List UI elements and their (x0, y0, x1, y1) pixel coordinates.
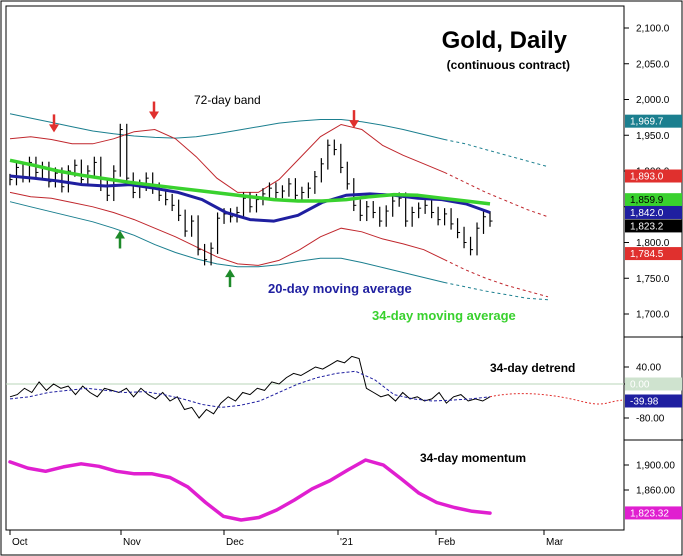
up-arrow-head (225, 269, 235, 278)
price-axis-tick-label: 1,750.0 (636, 274, 670, 285)
price-axis-tick-label: 2,050.0 (636, 59, 670, 70)
price-axis-tick-label: 2,000.0 (636, 95, 670, 106)
ma34-line (9, 158, 491, 206)
detrend-value-tag-bg (625, 394, 682, 408)
price-axis-tick-label: 1,950.0 (636, 131, 670, 142)
momentum-axis-tick-label: 1,900.00 (636, 461, 675, 472)
detrend-label: 34-day detrend (490, 361, 575, 375)
detrend-projection (489, 393, 623, 405)
detrend-value-tag-text: 0.00 (630, 380, 650, 391)
price-value-tag-bg (625, 205, 682, 219)
price-value-tag: 1,859.9 (625, 193, 682, 207)
price-value-tag-bg (625, 193, 682, 207)
x-axis-label: Mar (546, 537, 564, 548)
inner-band-line (9, 191, 445, 266)
price-value-tag-text: 1,893.0 (630, 172, 664, 183)
price-axis-tick-label: 1,800.0 (636, 238, 670, 249)
outer-band-line (9, 201, 445, 283)
chart-subtitle: (continuous contract) (447, 58, 570, 72)
x-axis-label: Oct (12, 537, 28, 548)
price-value-tag-bg (625, 247, 682, 261)
plot-border (5, 5, 625, 531)
detrend-value-tag-bg (625, 377, 682, 391)
x-axis-label: '21 (340, 537, 353, 548)
detrend-value-tag: 0.00 (625, 377, 682, 391)
price-value-tag-text: 1,969.7 (630, 117, 664, 128)
detrend-smooth-line (9, 370, 491, 408)
ma20-line (9, 174, 491, 223)
up-arrow-head (115, 230, 125, 239)
price-value-tag-text: 1,823.2 (630, 221, 664, 232)
detrend-value-tag-text: -39.98 (630, 396, 659, 407)
inner-band-line-projection (444, 259, 549, 298)
inner-band-line (9, 123, 445, 193)
inner-band-line-projection (444, 171, 549, 218)
price-value-tag-bg (625, 219, 682, 233)
detrend-axis-tick-label: -80.00 (636, 414, 665, 425)
price-value-tag-text: 1,842.0 (630, 208, 664, 219)
down-arrow-head (49, 124, 59, 133)
price-value-tag: 1,784.5 (625, 247, 682, 261)
chart-title: Gold, Daily (442, 27, 568, 54)
x-axis-label: Feb (438, 537, 456, 548)
price-value-tag-text: 1,784.5 (630, 249, 664, 260)
outer-band-line (9, 113, 445, 140)
detrend-axis-tick-label: 40.00 (636, 363, 661, 374)
momentum-value-tag-bg (625, 506, 682, 520)
momentum-value-tag: 1,823.32 (625, 506, 682, 520)
price-value-tag: 1,893.0 (625, 169, 682, 183)
price-value-tag: 1,969.7 (625, 114, 682, 128)
x-axis-label: Nov (123, 537, 141, 548)
price-value-tag-bg (625, 169, 682, 183)
detrend-line (9, 355, 491, 419)
price-value-tag-bg (625, 114, 682, 128)
price-value-tag-text: 1,859.9 (630, 195, 664, 206)
price-axis-tick-label: 1,700.0 (636, 310, 670, 321)
momentum-axis-tick-label: 1,860.00 (636, 486, 675, 497)
down-arrow-head (349, 120, 359, 129)
price-axis-tick-label: 2,100.0 (636, 24, 670, 35)
detrend-value-tag: -39.98 (625, 394, 682, 408)
ma20-label: 20-day moving average (268, 281, 412, 296)
momentum-label: 34-day momentum (420, 451, 526, 465)
x-axis-label: Dec (226, 537, 244, 548)
price-value-tag: 1,823.2 (625, 219, 682, 233)
down-arrow-head (149, 111, 159, 120)
momentum-value-tag-text: 1,823.32 (630, 508, 669, 519)
ma34-label: 34-day moving average (372, 308, 516, 323)
band-label: 72-day band (194, 93, 261, 107)
price-value-tag: 1,842.0 (625, 205, 682, 219)
momentum-line (8, 458, 492, 522)
